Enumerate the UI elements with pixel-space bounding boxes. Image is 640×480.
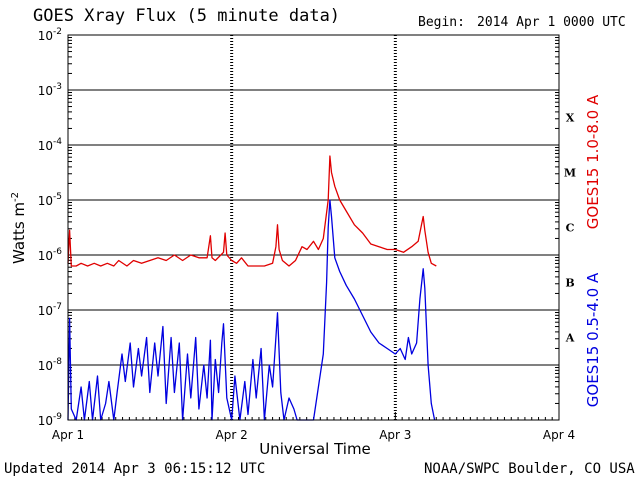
- axis-ticks: [67, 37, 560, 420]
- y-tick-label: 10-3: [38, 82, 62, 98]
- updated-timestamp: Updated 2014 Apr 3 06:15:12 UTC: [4, 461, 266, 477]
- y-tick-label: 10-9: [38, 412, 63, 428]
- series-group: [67, 155, 437, 421]
- y-tick-base: 10: [38, 359, 53, 373]
- grid-lines: [68, 35, 559, 420]
- y-tick-exponent: -5: [53, 192, 62, 202]
- flare-class-x: X: [566, 112, 575, 125]
- y-tick-exponent: -6: [53, 247, 62, 257]
- x-tick-label: Apr 1: [52, 428, 84, 442]
- series-line-0: [67, 155, 437, 267]
- y-tick-base: 10: [38, 194, 53, 208]
- y-tick-exponent: -2: [53, 27, 62, 37]
- y-axis-title: Watts m-2: [10, 192, 28, 264]
- flare-class-b: B: [565, 277, 574, 290]
- y-tick-label: 10-7: [38, 302, 62, 318]
- x-tick-labels: Apr 1 Apr 2 Apr 3 Apr 4: [52, 428, 575, 442]
- y-tick-labels: 10-910-810-710-610-510-410-310-2: [38, 27, 63, 428]
- y-tick-base: 10: [38, 29, 53, 43]
- y-tick-exponent: -3: [53, 82, 62, 92]
- y-tick-base: 10: [38, 139, 53, 153]
- series-line-1: [67, 199, 436, 421]
- y-tick-label: 10-2: [38, 27, 62, 43]
- y-tick-base: 10: [38, 249, 53, 263]
- series-label-short: GOES15 0.5-4.0 A: [584, 272, 602, 407]
- begin-label: Begin:: [418, 15, 465, 30]
- y-tick-label: 10-8: [38, 357, 63, 373]
- y-tick-label: 10-5: [38, 192, 62, 208]
- series-label-long: GOES15 1.0-8.0 A: [584, 94, 602, 229]
- y-tick-label: 10-6: [38, 247, 63, 263]
- y-tick-exponent: -8: [53, 357, 62, 367]
- flare-class-labels: A B C M X: [564, 112, 576, 345]
- x-tick-label: Apr 4: [543, 428, 575, 442]
- y-tick-exponent: -7: [53, 302, 62, 312]
- x-tick-label: Apr 3: [379, 428, 411, 442]
- y-tick-base: 10: [38, 414, 53, 428]
- plot-frame: [67, 34, 560, 421]
- y-tick-exponent: -9: [53, 412, 62, 422]
- flare-class-m: M: [564, 167, 576, 180]
- y-tick-label: 10-4: [38, 137, 63, 153]
- y-tick-base: 10: [38, 304, 53, 318]
- chart-title: GOES Xray Flux (5 minute data): [33, 6, 341, 26]
- credit-line: NOAA/SWPC Boulder, CO USA: [424, 461, 635, 477]
- flare-class-c: C: [566, 222, 575, 235]
- y-tick-exponent: -4: [53, 137, 62, 147]
- y-tick-base: 10: [38, 84, 53, 98]
- x-axis-title: Universal Time: [259, 440, 371, 458]
- begin-value: 2014 Apr 1 0000 UTC: [477, 15, 626, 30]
- x-tick-label: Apr 2: [216, 428, 248, 442]
- flare-class-a: A: [565, 332, 575, 345]
